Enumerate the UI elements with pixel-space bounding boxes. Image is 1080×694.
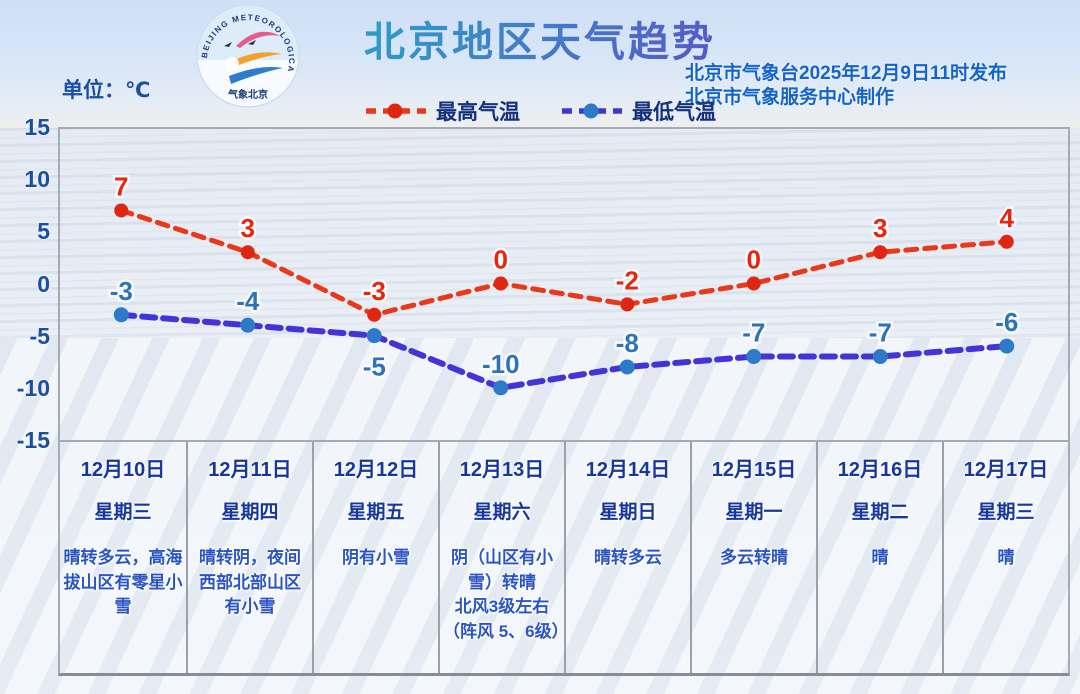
- weekday-label: 星期五: [347, 502, 405, 523]
- legend-item-min-temp: 最低气温: [560, 96, 716, 126]
- weekday-label: 星期二: [851, 502, 909, 523]
- forecast-column: 12月17日 星期三 晴: [942, 442, 1068, 673]
- weekday-label: 星期六: [473, 502, 531, 523]
- forecast-column: 12月13日 星期六 阴（山区有小雪）转晴 北风3级左右（阵风 5、6级）: [438, 442, 569, 673]
- forecast-column: 12月16日 星期二 晴: [816, 442, 942, 673]
- publisher-line1: 北京市气象台2025年12月9日11时发布: [685, 63, 1008, 84]
- forecast-table: 12月10日 星期三 晴转多云，高海拔山区有零星小雪 12月11日 星期四 晴转…: [58, 440, 1070, 676]
- y-tick-label: 5: [37, 218, 50, 245]
- plot-area: [58, 127, 1070, 440]
- weather-description: 晴转多云，高海拔山区有零星小雪: [63, 548, 183, 617]
- y-tick-label: -10: [16, 374, 50, 401]
- beijing-met-service-logo: BEIJING METEOROLOGICAL SERVICE 气象北京: [196, 4, 300, 108]
- weather-description: 晴转阴，夜间西部北部山区有小雪: [199, 548, 301, 617]
- date-label: 12月10日: [80, 459, 166, 481]
- forecast-column: 12月11日 星期四 晴转阴，夜间西部北部山区有小雪: [186, 442, 312, 673]
- y-tick-label: 15: [24, 114, 50, 140]
- forecast-column: 12月10日 星期三 晴转多云，高海拔山区有零星小雪: [60, 442, 186, 673]
- y-tick-label: 0: [37, 270, 50, 297]
- weekday-label: 星期三: [977, 502, 1035, 523]
- weekday-label: 星期日: [599, 502, 657, 523]
- date-label: 12月15日: [711, 459, 797, 481]
- chart-legend: 最高气温 最低气温: [0, 96, 1080, 126]
- publisher-line2: 北京市气象服务中心制作: [685, 86, 895, 108]
- date-label: 12月16日: [837, 459, 923, 481]
- weather-description: 晴: [997, 548, 1015, 567]
- y-tick-label: 10: [24, 166, 50, 193]
- weather-description: 晴转多云: [594, 548, 662, 567]
- legend-label: 最低气温: [632, 101, 716, 124]
- legend-label: 最高气温: [436, 101, 520, 124]
- logo-bottom-text: 气象北京: [227, 88, 268, 101]
- forecast-column: 12月15日 星期一 多云转晴: [690, 442, 816, 673]
- legend-marker-icon: [366, 103, 426, 119]
- weather-description: 多云转晴: [720, 548, 788, 567]
- unit-label: 单位：℃: [62, 79, 151, 102]
- date-label: 12月11日: [208, 459, 292, 481]
- publisher-info: 北京市气象台2025年12月9日11时发布 北京市气象服务中心制作: [685, 62, 1007, 110]
- weather-description: 晴: [871, 548, 889, 567]
- weather-description: 阴（山区有小雪）转晴 北风3级左右（阵风 5、6级）: [443, 548, 569, 641]
- y-axis: 15 10 5 0 -5 -10 -15: [0, 0, 50, 694]
- weekday-label: 星期一: [725, 502, 783, 523]
- forecast-column: 12月14日 星期日 晴转多云: [564, 442, 690, 673]
- forecast-column: 12月12日 星期五 阴有小雪: [312, 442, 438, 673]
- weekday-label: 星期四: [221, 502, 279, 523]
- date-label: 12月17日: [963, 459, 1049, 481]
- page-title: 北京地区天气趋势: [0, 8, 1080, 68]
- date-label: 12月12日: [333, 459, 419, 481]
- date-label: 12月13日: [459, 459, 545, 481]
- weekday-label: 星期三: [94, 502, 152, 523]
- date-label: 12月14日: [585, 459, 671, 481]
- y-tick-label: -5: [29, 322, 50, 349]
- legend-marker-icon: [562, 103, 622, 119]
- weather-description: 阴有小雪: [342, 548, 410, 567]
- y-tick-label: -15: [16, 427, 50, 453]
- legend-item-max-temp: 最高气温: [364, 96, 520, 126]
